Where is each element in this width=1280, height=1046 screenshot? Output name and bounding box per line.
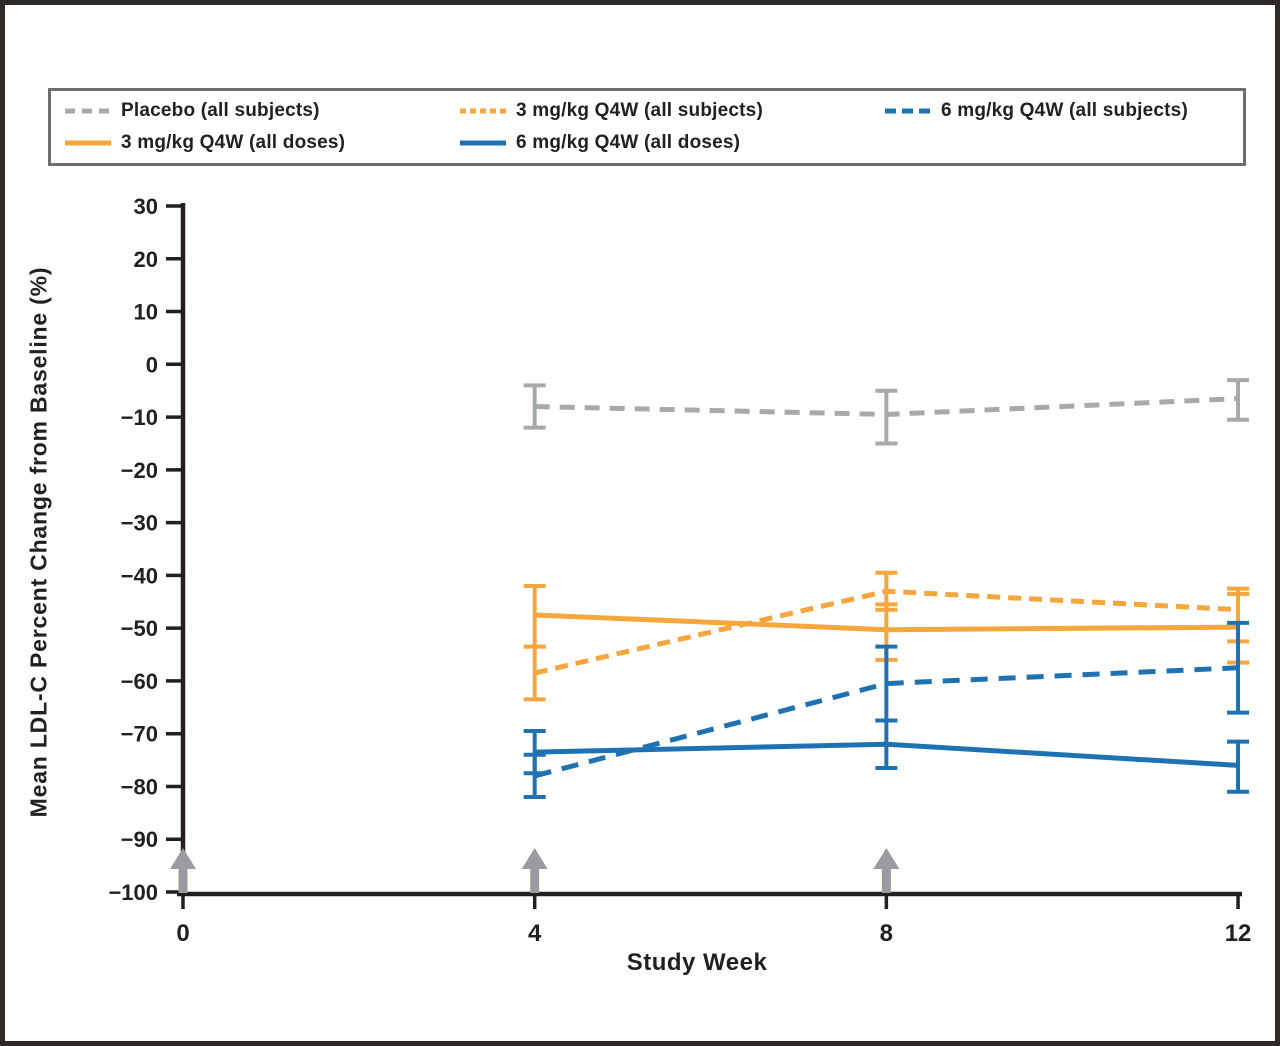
legend-item-6mgkg-all-doses: 6 mg/kg Q4W (all doses) <box>458 132 883 154</box>
svg-text:−90: −90 <box>121 827 158 852</box>
placebo-dashed-line-swatch <box>65 108 111 114</box>
series-line <box>534 612 1239 633</box>
line-chart-plot-area: 30 20 10 0 −10 −20 −30 −40 −50 −60 −70 −80 −90 −100 0 4… <box>108 194 1252 947</box>
svg-text:4: 4 <box>528 920 542 947</box>
svg-text:−100: −100 <box>108 880 158 905</box>
orange-solid-line-swatch <box>65 140 111 146</box>
legend-item-3mgkg-all-subjects: 3 mg/kg Q4W (all subjects) <box>458 100 883 122</box>
legend-label: 6 mg/kg Q4W (all subjects) <box>941 100 1188 121</box>
series-line <box>534 741 1239 768</box>
x-axis-title: Study Week <box>626 949 768 976</box>
legend-label: 3 mg/kg Q4W (all doses) <box>121 132 346 153</box>
svg-text:−60: −60 <box>121 669 158 694</box>
series-line <box>534 588 1239 676</box>
legend-label: 3 mg/kg Q4W (all subjects) <box>516 100 763 121</box>
legend-item-3mgkg-all-doses: 3 mg/kg Q4W (all doses) <box>63 132 458 154</box>
dose-arrow-icon <box>170 848 196 893</box>
svg-text:12: 12 <box>1225 920 1252 947</box>
svg-text:8: 8 <box>880 920 893 947</box>
svg-text:−80: −80 <box>121 774 158 799</box>
legend: Placebo (all subjects) 3 mg/kg Q4W (all … <box>48 88 1246 166</box>
series-line <box>534 396 1239 417</box>
svg-text:−20: −20 <box>121 458 158 483</box>
svg-text:0: 0 <box>146 352 158 377</box>
dose-arrow-icon <box>521 848 548 893</box>
svg-text:−30: −30 <box>121 511 158 536</box>
svg-text:−70: −70 <box>121 722 158 747</box>
svg-text:10: 10 <box>134 300 158 325</box>
svg-text:30: 30 <box>134 194 158 219</box>
svg-text:−40: −40 <box>121 563 158 588</box>
svg-text:20: 20 <box>134 247 158 272</box>
blue-solid-line-swatch <box>460 140 506 146</box>
dose-arrow-icon <box>873 848 900 893</box>
legend-item-placebo-all-subjects: Placebo (all subjects) <box>63 100 458 122</box>
series-line <box>534 665 1239 779</box>
blue-dashed-line-swatch <box>885 108 931 114</box>
svg-text:−10: −10 <box>121 405 158 430</box>
orange-dotted-line-swatch <box>460 108 506 114</box>
legend-label: 6 mg/kg Q4W (all doses) <box>516 132 741 153</box>
svg-text:0: 0 <box>176 920 189 947</box>
legend-item-6mgkg-all-subjects: 6 mg/kg Q4W (all subjects) <box>883 100 1241 122</box>
legend-label: Placebo (all subjects) <box>121 100 320 121</box>
svg-text:−50: −50 <box>121 616 158 641</box>
